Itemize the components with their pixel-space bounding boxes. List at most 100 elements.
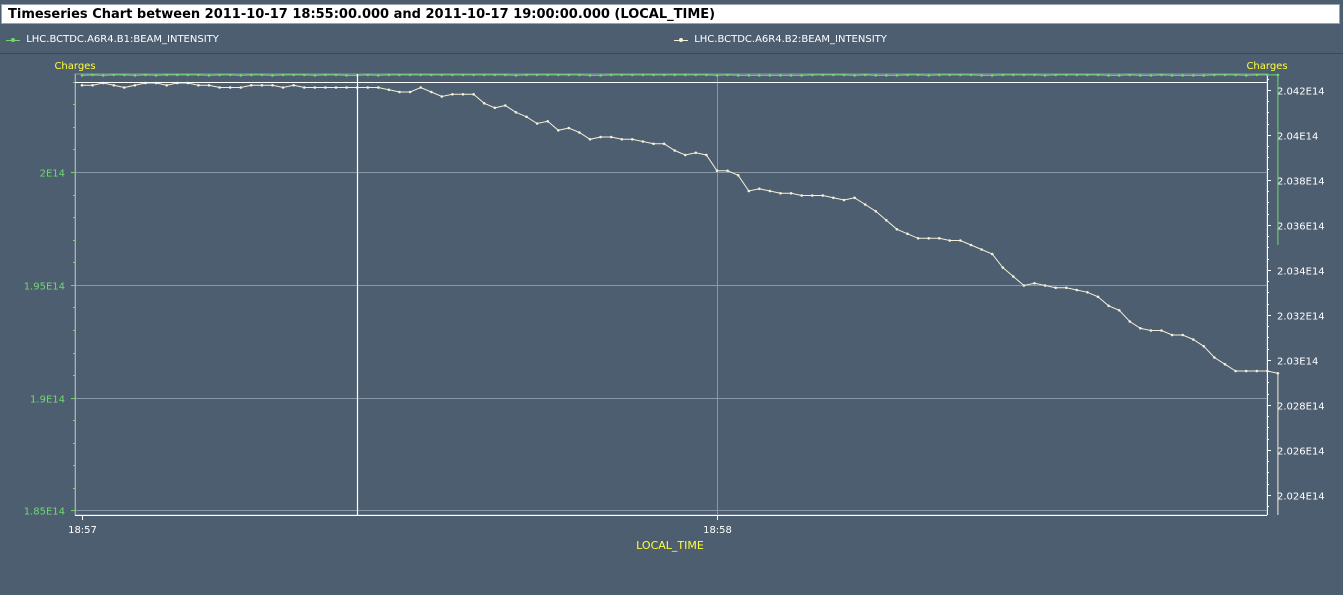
right-tick-label: 2.03E14 [1277, 357, 1318, 368]
data-point-b2 [990, 252, 994, 256]
data-point-b1 [1075, 73, 1079, 77]
data-point-b2 [1192, 338, 1195, 341]
data-point-b2 [821, 194, 825, 197]
data-point-b1 [1001, 73, 1005, 77]
data-point-b2 [345, 86, 348, 89]
data-point-b2 [758, 187, 761, 191]
data-point-b1 [1192, 74, 1195, 77]
data-point-b1 [652, 73, 655, 77]
legend-swatch-b2 [674, 35, 688, 45]
data-point-b2 [1213, 356, 1216, 359]
chart-title-bar: Timeseries Chart between 2011-10-17 18:5… [1, 4, 1340, 24]
data-point-b2 [366, 86, 370, 89]
data-point-b1 [239, 74, 243, 77]
data-point-b1 [631, 73, 634, 77]
data-point-b1 [789, 74, 793, 77]
data-point-b1 [599, 74, 602, 77]
data-point-b1 [736, 74, 740, 77]
data-point-b2 [715, 169, 719, 173]
data-point-b1 [1086, 73, 1089, 77]
data-point-b2 [207, 84, 211, 87]
data-point-b2 [535, 122, 539, 125]
data-point-b1 [641, 73, 645, 77]
data-point-b2 [1128, 320, 1132, 323]
data-point-b2 [1107, 304, 1110, 308]
data-point-b1 [218, 73, 221, 77]
data-point-b2 [1012, 275, 1015, 278]
data-point-b2 [1202, 345, 1206, 348]
data-point-b1 [1022, 73, 1026, 77]
data-point-b2 [811, 194, 814, 197]
legend-item-b1[interactable]: LHC.BCTDC.A6R4.B1:BEAM_INTENSITY [6, 34, 219, 48]
data-point-b2 [927, 237, 930, 240]
data-point-b1 [1223, 73, 1227, 77]
legend-item-b2[interactable]: LHC.BCTDC.A6R4.B2:BEAM_INTENSITY [674, 34, 887, 48]
data-point-b1 [832, 73, 835, 77]
data-point-b1 [1054, 73, 1057, 77]
data-point-b1 [959, 73, 962, 77]
data-point-b2 [239, 86, 243, 89]
data-point-b1 [1033, 73, 1036, 77]
data-point-b2 [1266, 369, 1269, 373]
data-point-b1 [747, 74, 751, 77]
data-point-b1 [662, 73, 666, 77]
data-point-b1 [853, 74, 856, 77]
data-point-b1 [112, 73, 116, 77]
data-point-b2 [1075, 288, 1079, 292]
data-point-b2 [609, 135, 613, 139]
data-point-b1 [1255, 73, 1259, 77]
data-point-b1 [324, 73, 327, 77]
data-point-b1 [493, 73, 497, 77]
data-point-b2 [1096, 295, 1100, 299]
data-point-b1 [874, 74, 878, 77]
data-point-b1 [673, 73, 676, 77]
data-point-b1 [186, 73, 190, 77]
data-point-b1 [472, 73, 475, 77]
data-point-b1 [165, 73, 168, 77]
data-point-b2 [1181, 333, 1184, 337]
data-point-b2 [546, 120, 549, 123]
x-tick-label: 18:58 [703, 525, 732, 536]
data-point-b1 [461, 73, 465, 77]
data-point-b2 [430, 90, 433, 94]
data-point-b1 [303, 73, 306, 77]
data-point-b1 [144, 73, 147, 77]
data-point-b1 [313, 74, 317, 77]
right-tick-label: 2.042E14 [1277, 87, 1325, 98]
data-point-b2 [768, 189, 772, 193]
data-point-b1 [398, 73, 401, 77]
data-point-b1 [1139, 74, 1142, 77]
data-point-b1 [133, 74, 137, 77]
data-point-b1 [895, 74, 899, 77]
data-point-b2 [419, 86, 423, 89]
data-point-b1 [800, 74, 803, 77]
data-point-b2 [789, 192, 793, 195]
data-point-b2 [684, 153, 687, 157]
data-point-b1 [990, 74, 994, 77]
data-point-b2 [334, 86, 338, 89]
legend: LHC.BCTDC.A6R4.B1:BEAM_INTENSITY LHC.BCT… [0, 27, 1343, 54]
data-point-b1 [863, 73, 867, 77]
data-point-b2 [165, 84, 168, 87]
right-tick-label: 2.024E14 [1277, 492, 1325, 503]
data-point-b1 [535, 73, 539, 77]
data-point-b1 [588, 74, 592, 77]
right-tick-label: 2.028E14 [1277, 402, 1325, 413]
data-point-b2 [504, 104, 507, 107]
data-point-b1 [292, 73, 296, 77]
data-point-b1 [387, 73, 391, 77]
data-point-b2 [377, 86, 380, 89]
data-point-b1 [567, 73, 571, 77]
data-point-b1 [271, 74, 274, 77]
right-tick-label: 2.026E14 [1277, 447, 1325, 458]
data-point-b1 [451, 73, 454, 77]
data-point-b2 [1065, 286, 1068, 290]
data-point-b2 [620, 138, 624, 141]
data-point-b2 [747, 189, 751, 193]
data-point-b2 [948, 239, 952, 242]
data-point-b2 [726, 169, 729, 173]
data-point-b2 [1043, 284, 1047, 287]
data-point-b1 [609, 73, 613, 77]
data-point-b1 [207, 74, 211, 77]
